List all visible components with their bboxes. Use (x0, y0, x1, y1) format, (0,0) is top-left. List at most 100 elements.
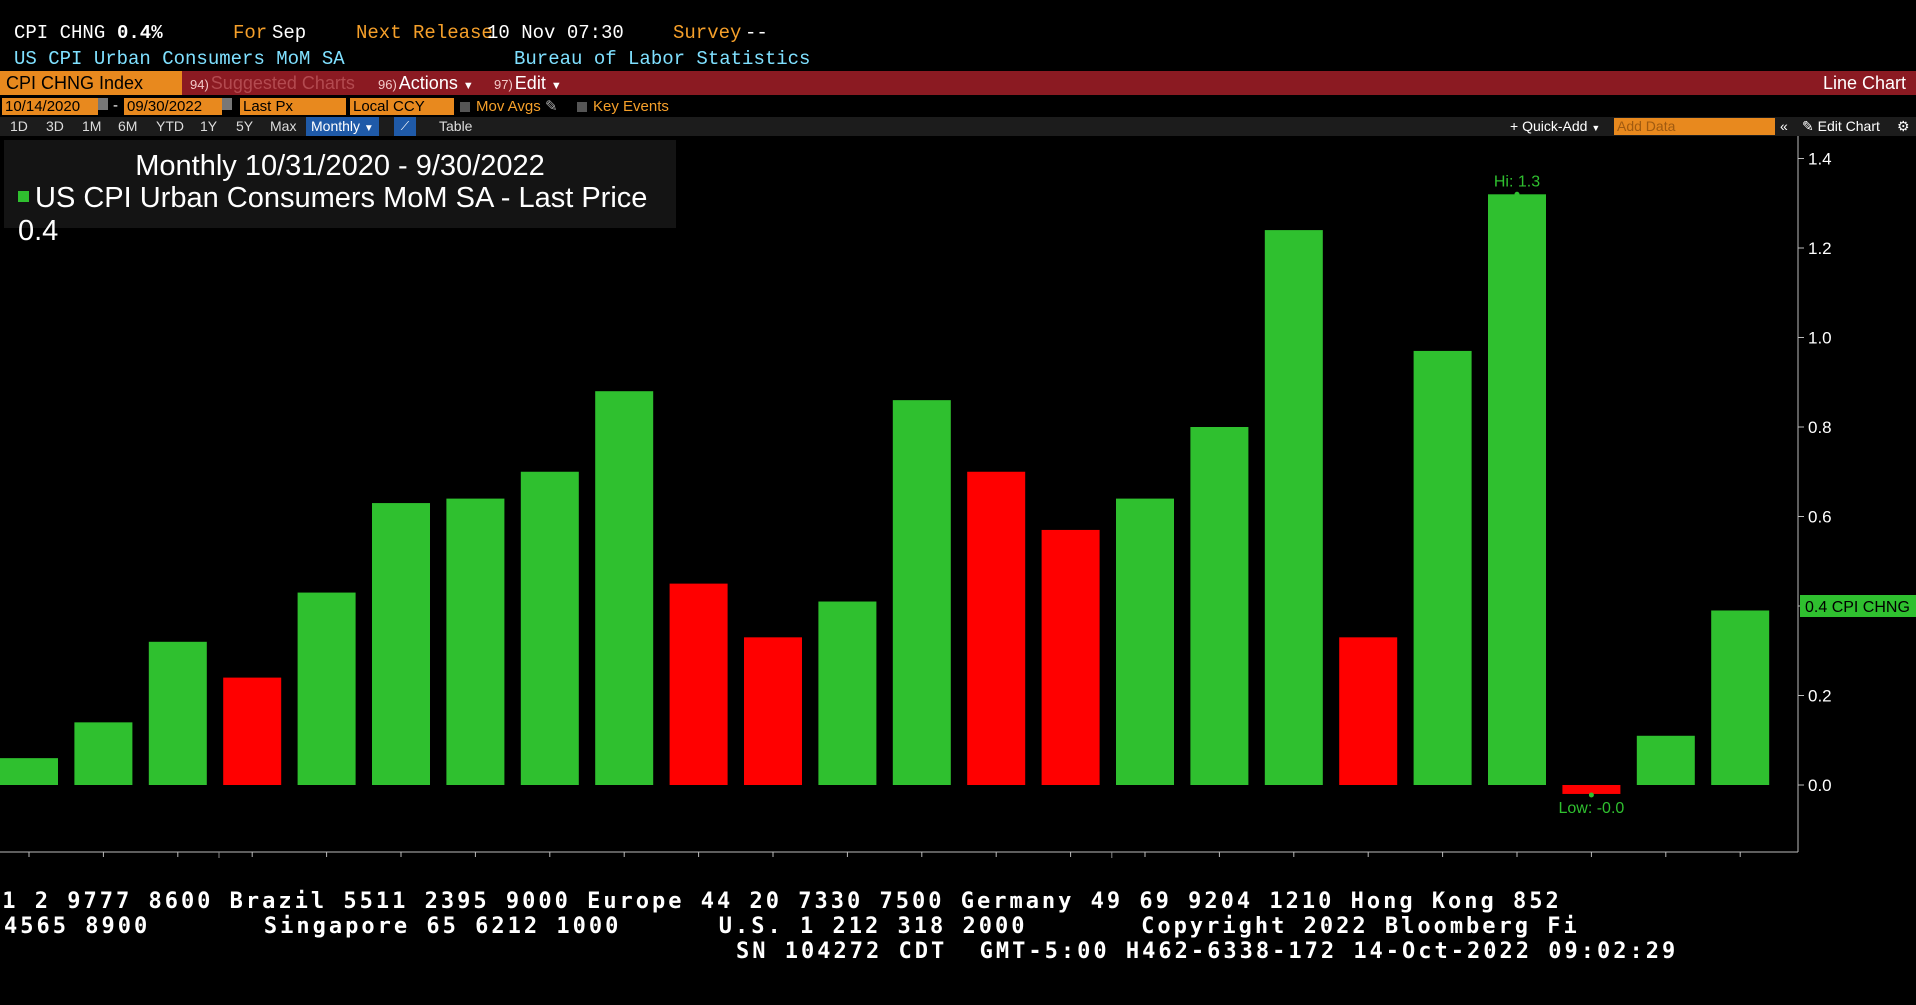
quick-add-button[interactable]: + Quick-Add ▼ (1510, 118, 1601, 134)
currency-selector[interactable]: Local CCY (350, 98, 454, 115)
period-button-1y[interactable]: 1Y (200, 118, 218, 134)
x-tick-label: Nov (88, 857, 119, 858)
period-button-1d[interactable]: 1D (10, 118, 28, 134)
bar (595, 391, 654, 785)
x-tick-label: Apr (1355, 857, 1382, 858)
ticker-value: 0.4% (117, 22, 163, 44)
chart-type-label: Line Chart (1822, 73, 1906, 93)
security-field[interactable]: CPI CHNG Index (0, 71, 182, 95)
checkbox-icon (577, 102, 587, 113)
gear-icon[interactable]: ⚙ (1897, 118, 1910, 134)
x-tick-label: Jan (1131, 857, 1158, 858)
end-date-field[interactable]: 09/30/2022 (124, 98, 222, 115)
actions-number: 96) (378, 77, 397, 92)
x-tick-label: Apr (462, 857, 489, 858)
period-button-5y[interactable]: 5Y (236, 118, 254, 134)
footer-contacts-line2: 4565 8900 Singapore 65 6212 1000 U.S. 1 … (4, 914, 1580, 939)
next-release-label: Next Release (356, 22, 493, 44)
bar (297, 592, 356, 785)
period-button-3d[interactable]: 3D (46, 118, 64, 134)
bar (223, 677, 282, 785)
edit-dropdown-icon: ▼ (550, 80, 562, 92)
x-tick-label: Sep (832, 857, 862, 858)
x-tick-label: May (1427, 857, 1460, 858)
suggested-charts-label: Suggested Charts (210, 73, 355, 93)
pencil-icon: ✎ (544, 98, 558, 115)
actions-button[interactable]: 96) Actions ▼ (378, 71, 474, 95)
bar (520, 471, 579, 785)
add-data-input[interactable]: Add Data (1614, 118, 1775, 135)
edit-chart-button[interactable]: ✎ Edit Chart (1802, 117, 1880, 136)
field-selector[interactable]: Last Px (240, 98, 346, 115)
bar (148, 641, 207, 785)
x-tick-label: May (534, 857, 567, 858)
bar (1116, 498, 1174, 785)
legend-series-label: US CPI Urban Consumers MoM SA - Last Pri… (35, 182, 648, 214)
command-bar: CPI CHNG Index 94) Suggested Charts 96) Ac… (0, 71, 1916, 95)
edit-number: 97) (494, 77, 513, 92)
date-separator: - (113, 97, 118, 114)
for-value: Sep (272, 22, 307, 44)
x-tick-label: Jan (238, 857, 265, 858)
quick-add-label: Quick-Add (1522, 118, 1588, 134)
survey-label: Survey (673, 22, 742, 44)
bar (446, 498, 505, 785)
survey-value: -- (745, 22, 768, 44)
period-button-1m[interactable]: 1M (82, 118, 102, 134)
bar (818, 601, 877, 785)
edit-chart-label: Edit Chart (1817, 118, 1880, 134)
bar (1190, 427, 1249, 785)
x-tick-label: Feb (312, 857, 341, 858)
y-tick-label: 0.2 (1808, 687, 1832, 706)
ticker: CPI CHNG (14, 22, 106, 44)
y-tick-label: 0.8 (1808, 418, 1832, 437)
chart-style-icon[interactable]: ⟋ (394, 117, 416, 136)
pencil-icon: ✎ (1802, 118, 1814, 134)
key-events-toggle[interactable]: Key Events (577, 97, 669, 116)
footer-contacts-line1: 61 2 9777 8600 Brazil 5511 2395 9000 Eur… (0, 889, 1562, 914)
next-release-value: 10 Nov 07:30 (487, 22, 624, 44)
x-tick-label: Mar (1279, 857, 1309, 858)
actions-dropdown-icon: ▼ (462, 80, 474, 92)
period-button-6m[interactable]: 6M (118, 118, 138, 134)
x-tick-label: Jul (688, 857, 710, 858)
x-tick-label: Aug (758, 857, 788, 858)
x-tick-label: Dec (1055, 857, 1086, 858)
high-marker (1514, 191, 1520, 197)
key-events-label: Key Events (593, 98, 669, 115)
low-marker (1588, 792, 1594, 798)
period-button-ytd[interactable]: YTD (156, 118, 184, 134)
x-tick-label: Jul (1581, 857, 1603, 858)
for-label: For (233, 22, 268, 44)
suggested-charts-button[interactable]: 94) Suggested Charts (190, 71, 355, 95)
low-annotation: Low: -0.0 (1558, 800, 1624, 817)
calendar-icon[interactable] (98, 98, 108, 110)
y-tick-label: 1.4 (1808, 150, 1832, 169)
frequency-label: Monthly (311, 118, 361, 134)
series-color-swatch (18, 190, 29, 202)
frequency-selector[interactable]: Monthly ▼ (306, 117, 379, 136)
chart-legend: Monthly 10/31/2020 - 9/30/2022 US CPI Ur… (4, 140, 676, 247)
mov-avgs-toggle[interactable]: Mov Avgs ✎ (460, 97, 558, 116)
x-tick-label: Jun (610, 857, 637, 858)
x-tick-label: Oct (16, 857, 43, 858)
bar (1264, 230, 1323, 786)
start-date-field[interactable]: 10/14/2020 (2, 98, 98, 115)
bar (1041, 529, 1100, 785)
table-button[interactable]: Table (439, 118, 473, 134)
bar (1562, 785, 1621, 794)
x-tick-label: Aug (1651, 857, 1681, 858)
calendar-icon[interactable] (222, 98, 232, 110)
bar (967, 471, 1026, 785)
legend-title: Monthly 10/31/2020 - 9/30/2022 (135, 150, 545, 182)
bar (1413, 350, 1472, 785)
collapse-icon[interactable]: « (1780, 118, 1788, 134)
x-tick-label: Jun (1503, 857, 1530, 858)
x-tick-label: Sep (1725, 857, 1755, 858)
bar (669, 583, 728, 785)
bar (744, 637, 802, 785)
edit-button[interactable]: 97) Edit ▼ (494, 71, 562, 95)
period-button-max[interactable]: Max (270, 118, 297, 134)
y-tick-label: 0.0 (1808, 776, 1832, 795)
x-tick-label: Nov (981, 857, 1012, 858)
